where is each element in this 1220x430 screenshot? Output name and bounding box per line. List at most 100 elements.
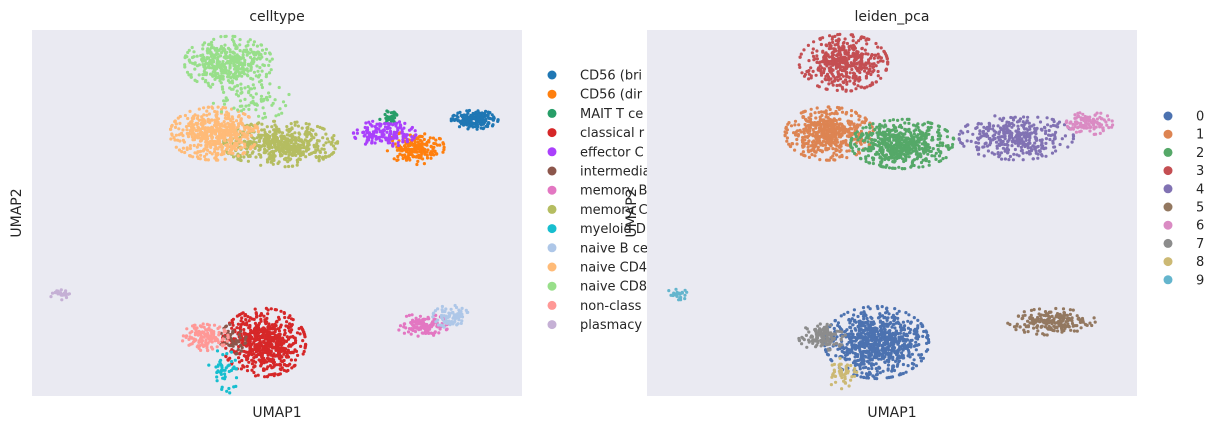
data-point (853, 363, 858, 367)
data-point (892, 368, 897, 373)
data-point (215, 345, 219, 349)
data-point (199, 153, 203, 157)
data-point (353, 135, 357, 139)
data-point (218, 54, 223, 58)
data-point (233, 136, 237, 140)
data-point (297, 131, 301, 135)
data-point (878, 148, 882, 152)
data-point (234, 119, 239, 123)
data-point (330, 152, 334, 156)
data-point (376, 136, 380, 140)
data-point (835, 153, 839, 157)
data-point (299, 146, 303, 150)
data-point (261, 326, 266, 330)
data-point (188, 109, 192, 113)
data-point (252, 101, 256, 105)
data-point (459, 312, 464, 316)
data-point (202, 335, 206, 339)
data-point (383, 125, 388, 129)
data-point (215, 123, 219, 127)
data-point (833, 158, 837, 162)
data-point (224, 52, 228, 56)
data-point (269, 331, 273, 335)
data-point (466, 127, 470, 131)
data-point (870, 346, 874, 351)
data-point (937, 144, 942, 148)
data-point (901, 348, 905, 352)
data-point (194, 121, 198, 125)
data-point (859, 311, 863, 315)
legend-label: non-class (580, 299, 642, 314)
data-point (233, 129, 237, 133)
data-point (859, 375, 863, 379)
legend-item-celltype-3: classical r (547, 126, 645, 141)
data-point (425, 150, 429, 154)
data-point (861, 139, 865, 143)
legend-marker (547, 185, 557, 195)
data-point (221, 71, 225, 75)
point-cluster-celltype-7-0 (221, 119, 340, 169)
data-point (854, 144, 859, 148)
data-point (201, 322, 205, 326)
data-point (220, 85, 224, 89)
data-point (203, 41, 207, 45)
data-point (247, 107, 251, 111)
legend-marker (547, 262, 557, 272)
data-point (909, 320, 913, 324)
data-point (415, 136, 419, 141)
legend-marker (547, 204, 557, 214)
data-point (242, 63, 247, 67)
data-point (253, 364, 257, 368)
data-point (269, 68, 273, 72)
data-point (849, 326, 853, 330)
data-point (238, 72, 242, 76)
data-point (244, 104, 248, 108)
data-point (261, 333, 265, 337)
data-point (812, 147, 816, 151)
data-point (259, 163, 263, 167)
data-point (839, 140, 843, 144)
data-point (242, 328, 246, 332)
data-point (202, 325, 206, 329)
data-point (851, 335, 855, 339)
data-point (907, 313, 911, 317)
data-point (245, 147, 249, 151)
data-point (293, 123, 297, 127)
data-point (423, 322, 427, 326)
data-point (304, 131, 308, 135)
data-point (203, 67, 207, 71)
data-point (410, 135, 414, 139)
data-point (383, 112, 387, 117)
data-point (389, 132, 393, 136)
data-point (874, 373, 879, 377)
data-point (178, 121, 182, 125)
data-point (791, 142, 795, 146)
data-point (204, 158, 208, 162)
data-point (241, 364, 245, 368)
data-point (878, 325, 883, 329)
data-point (421, 142, 426, 146)
data-point (831, 147, 835, 151)
data-point (246, 130, 250, 134)
data-point (198, 157, 202, 161)
data-point (435, 143, 440, 147)
data-point (865, 316, 869, 321)
data-point (223, 372, 227, 376)
data-point (401, 140, 405, 144)
data-point (223, 106, 228, 110)
data-point (845, 353, 849, 357)
series-celltype-6 (397, 313, 449, 338)
data-point (233, 367, 238, 371)
data-point (858, 140, 863, 144)
data-point (273, 328, 278, 332)
data-point (292, 364, 296, 368)
data-point (824, 115, 828, 119)
data-point (293, 336, 297, 340)
data-point (253, 321, 257, 325)
data-point (407, 313, 411, 317)
data-point (389, 111, 393, 115)
data-point (421, 320, 425, 324)
data-point (215, 379, 219, 383)
data-point (253, 146, 257, 150)
data-point (889, 354, 893, 358)
